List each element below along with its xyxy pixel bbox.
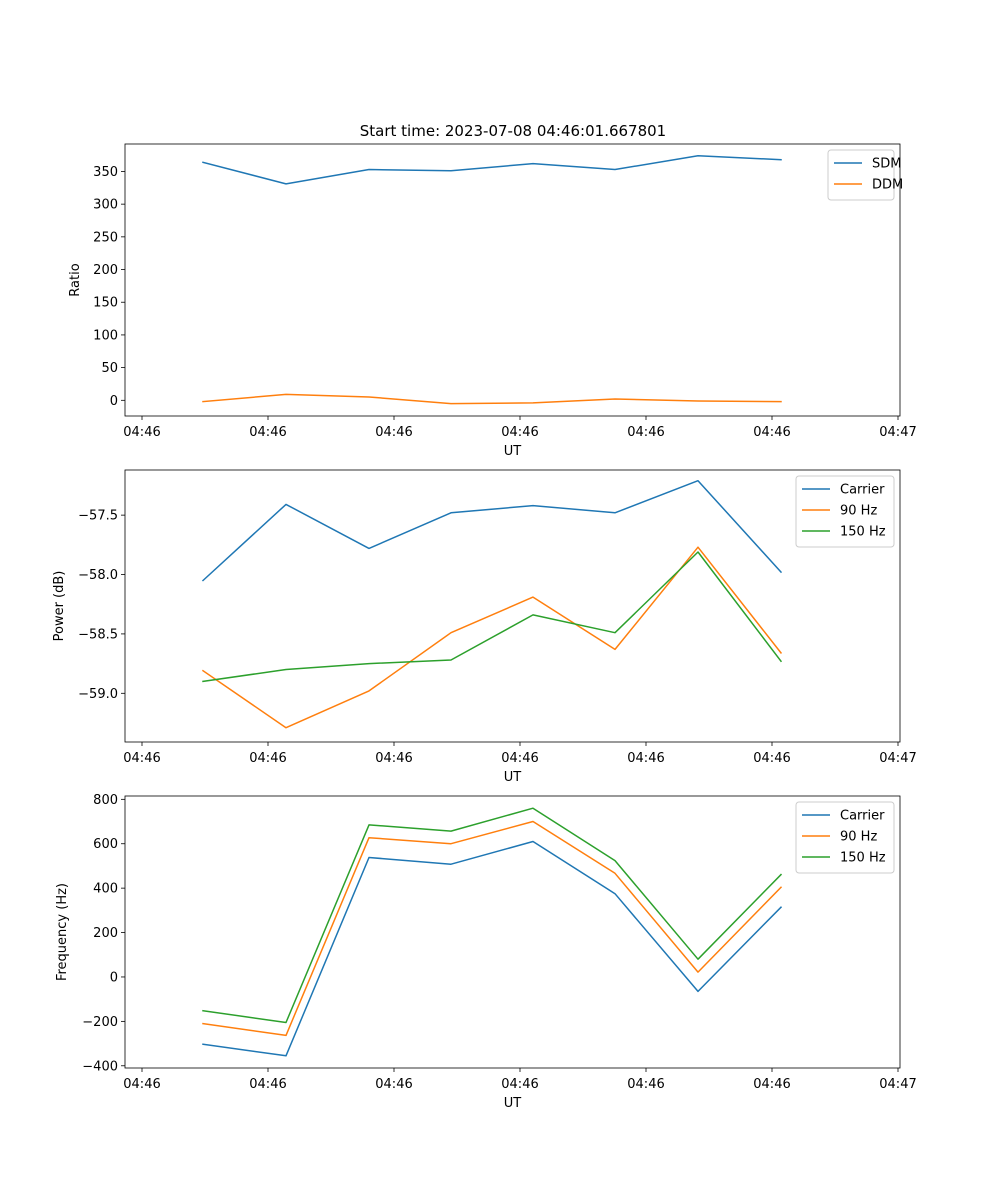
x-tick-label: 04:46 [627,425,664,440]
y-tick-label: −400 [82,1059,118,1074]
x-tick-label: 04:46 [375,751,412,766]
y-tick-label: −58.0 [78,568,118,583]
series-line-150-hz [202,551,783,683]
series-line-150-hz [202,807,783,1024]
legend-label: DDM [872,178,903,193]
y-axis-label: Frequency (Hz) [55,883,70,981]
y-tick-label: 600 [93,837,118,852]
y-axis-label: Ratio [68,263,83,296]
y-tick-label: 0 [110,394,118,409]
series-line-carrier [201,479,783,582]
x-tick-label: 04:46 [123,425,160,440]
x-tick-label: 04:47 [879,1077,916,1092]
axes-frame [124,469,901,743]
x-tick-label: 04:46 [753,751,790,766]
x-tick-label: 04:46 [753,425,790,440]
x-tick-label: 04:46 [753,1077,790,1092]
y-tick-label: 200 [93,926,118,941]
x-tick-label: 04:46 [123,1077,160,1092]
legend-frame [795,475,895,548]
legend-label: Carrier [840,809,885,824]
legend: SDM DDM [827,149,903,201]
x-tick-label: 04:46 [501,1077,538,1092]
y-axis-label: Power (dB) [52,571,67,642]
y-tick-label: −59.0 [78,687,118,702]
figure-title: Start time: 2023-07-08 04:46:01.667801 [360,122,666,140]
y-tick-label: 50 [101,361,118,376]
x-tick-label: 04:47 [879,425,916,440]
x-axis-label: UT [504,444,522,459]
x-tick-label: 04:46 [249,751,286,766]
legend: Carrier 90 Hz 150 Hz [795,475,895,548]
y-tick-label: −57.5 [78,509,118,524]
series-line-90-hz [201,546,783,729]
x-axis-label: UT [504,770,522,785]
series-line-90-hz [202,820,783,1037]
legend-label: 150 Hz [840,851,886,866]
legend: Carrier 90 Hz 150 Hz [795,801,895,874]
y-tick-label: 300 [93,198,118,213]
y-tick-label: 400 [93,882,118,897]
series-line-carrier [202,840,783,1057]
x-tick-label: 04:46 [375,1077,412,1092]
y-tick-label: 150 [93,296,118,311]
x-axis-label: UT [504,1096,522,1111]
x-tick-label: 04:46 [501,425,538,440]
axes-frame [124,143,901,417]
y-tick-label: 0 [110,970,118,985]
x-tick-label: 04:47 [879,751,916,766]
series-line-ddm [202,393,782,405]
y-tick-label: 800 [93,793,118,808]
subplot-1: 04:46 04:46 04:46 04:46 04:46 04:46 04:47 0 50 10… [68,143,917,459]
x-tick-label: 04:46 [249,1077,286,1092]
series-line-sdm [202,155,782,185]
axes-frame [124,795,901,1069]
legend-label: SDM [872,157,901,172]
y-tick-label: 100 [93,328,118,343]
legend-frame [795,801,895,874]
x-tick-label: 04:46 [249,425,286,440]
legend-label: 90 Hz [840,504,877,519]
y-tick-label: 250 [93,230,118,245]
y-tick-label: 200 [93,263,118,278]
x-tick-label: 04:46 [627,1077,664,1092]
x-tick-label: 04:46 [501,751,538,766]
x-tick-label: 04:46 [627,751,664,766]
legend-label: 150 Hz [840,525,886,540]
y-tick-label: −200 [82,1015,118,1030]
x-tick-label: 04:46 [123,751,160,766]
x-tick-label: 04:46 [375,425,412,440]
plots: 04:46 04:46 04:46 04:46 04:46 04:46 04:47 0 50 10… [52,143,917,1111]
subplot-2: 04:46 04:46 04:46 04:46 04:46 04:46 04:47 −57.5… [52,469,917,785]
y-tick-label: 350 [93,165,118,180]
subplot-3: 04:46 04:46 04:46 04:46 04:46 04:46 04:47 −400 −… [55,793,917,1111]
y-tick-label: −58.5 [78,627,118,642]
legend-label: 90 Hz [840,830,877,845]
legend-label: Carrier [840,483,885,498]
